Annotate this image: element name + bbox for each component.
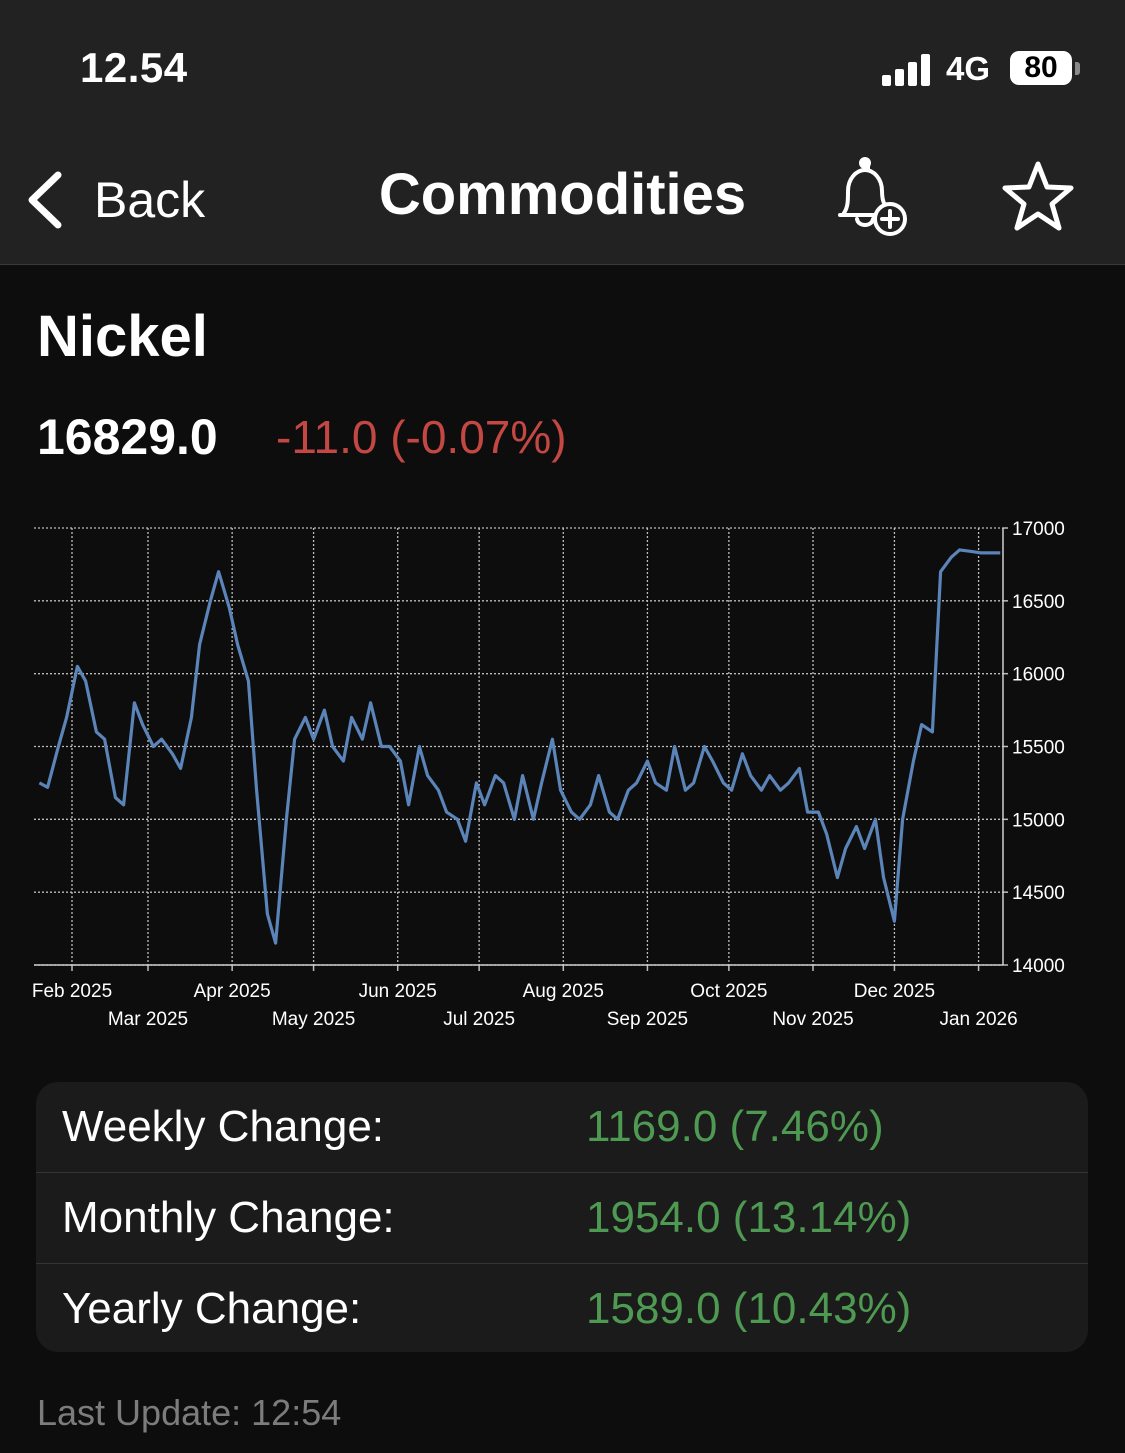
star-icon: [1002, 161, 1074, 231]
x-tick-label: Aug 2025: [523, 981, 604, 1002]
price-value: 16829.0: [37, 409, 218, 465]
battery-icon: 80: [1010, 51, 1072, 85]
status-time: 12.54: [80, 44, 188, 91]
y-tick-label: 15000: [1012, 810, 1065, 831]
last-update-time: 12:54: [251, 1392, 342, 1433]
x-tick-label: Feb 2025: [32, 981, 112, 1002]
y-tick-label: 14500: [1012, 883, 1065, 904]
add-alert-button[interactable]: [832, 155, 912, 239]
y-tick-label: 14000: [1012, 956, 1065, 977]
stat-label: Weekly Change:: [62, 1102, 385, 1151]
chart-grid: [34, 527, 1008, 971]
cellular-signal-icon: [882, 54, 934, 86]
asset-name: Nickel: [37, 304, 208, 369]
x-tick-label: Sep 2025: [607, 1009, 688, 1030]
price-chart: 17000 16500 16000 15500 15000 14500 14000 Feb 2…: [32, 519, 1065, 1030]
stat-value: 1169.0 (7.46%): [586, 1102, 884, 1151]
stat-row-monthly: Monthly Change: 1954.0 (13.14%): [36, 1172, 1088, 1263]
last-update-label: Last Update:: [37, 1392, 242, 1433]
y-tick-label: 16000: [1012, 665, 1065, 686]
battery-tip: [1075, 62, 1080, 75]
price-change: -11.0 (-0.07%): [276, 411, 567, 463]
x-tick-label: Nov 2025: [772, 1009, 853, 1030]
x-tick-label: Dec 2025: [854, 981, 935, 1002]
stat-row-weekly: Weekly Change: 1169.0 (7.46%): [36, 1082, 1088, 1172]
y-tick-label: 17000: [1012, 519, 1065, 540]
chevron-left-icon: [28, 171, 62, 229]
chart-ticks: 17000 16500 16000 15500 15000 14500 14000 Feb 2…: [32, 519, 1065, 1030]
chart-series-line: [38, 548, 1001, 945]
stat-row-yearly: Yearly Change: 1589.0 (10.43%): [36, 1263, 1088, 1352]
y-tick-label: 16500: [1012, 592, 1065, 613]
stat-label: Monthly Change:: [62, 1193, 395, 1242]
x-tick-label: May 2025: [272, 1009, 355, 1030]
favorite-button[interactable]: [1000, 159, 1076, 235]
bell-plus-icon: [838, 157, 907, 236]
page-title: Commodities: [378, 162, 747, 227]
stat-value: 1954.0 (13.14%): [586, 1193, 912, 1242]
y-tick-label: 15500: [1012, 738, 1065, 759]
stat-label: Yearly Change:: [62, 1284, 362, 1333]
nav-bar: Back Commodities: [0, 135, 1125, 265]
x-tick-label: Apr 2025: [194, 981, 271, 1002]
back-label: Back: [94, 172, 206, 228]
x-tick-label: Jan 2026: [939, 1009, 1017, 1030]
last-update: Last Update: 12:54: [37, 1392, 341, 1434]
x-tick-label: Jul 2025: [443, 1009, 515, 1030]
network-type: 4G: [946, 50, 991, 87]
x-tick-label: Mar 2025: [108, 1009, 188, 1030]
x-tick-label: Jun 2025: [359, 981, 437, 1002]
stats-card: Weekly Change: 1169.0 (7.46%) Monthly Ch…: [36, 1082, 1088, 1352]
stat-value: 1589.0 (10.43%): [586, 1284, 912, 1333]
x-tick-label: Oct 2025: [690, 981, 767, 1002]
status-bar: 12.54 4G 80: [0, 0, 1125, 135]
